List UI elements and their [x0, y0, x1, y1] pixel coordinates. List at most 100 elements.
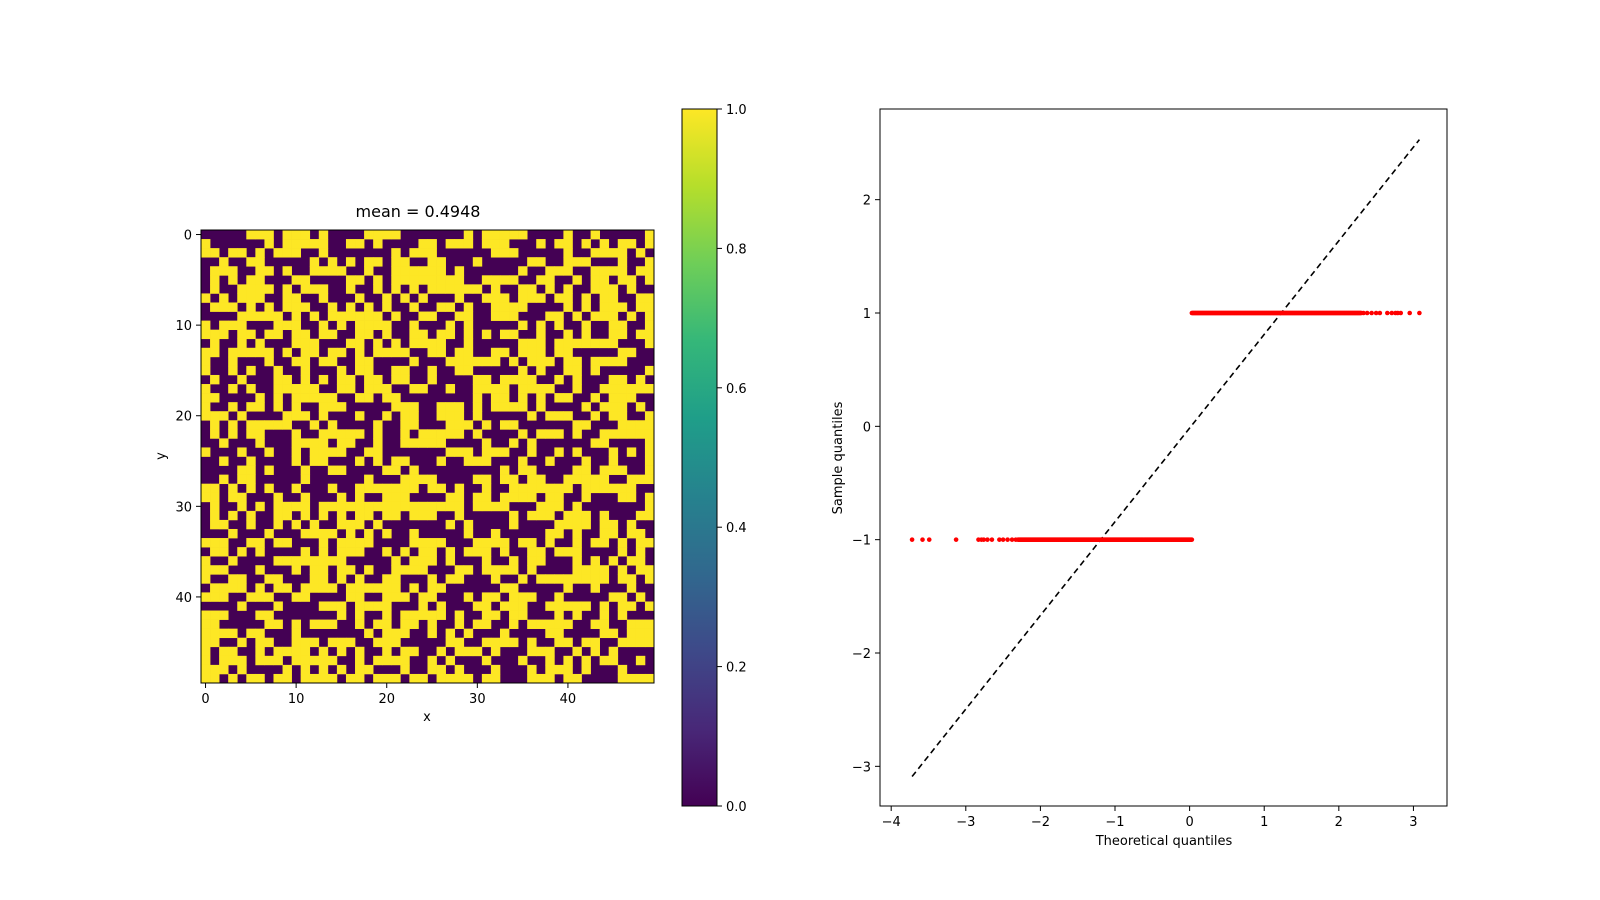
qq-y-label: Sample quantiles [831, 401, 846, 514]
heatmap-cell [499, 492, 510, 503]
heatmap-cell [273, 655, 283, 666]
heatmap-cell [382, 646, 392, 657]
heatmap-cell [309, 347, 320, 358]
heatmap-cell [599, 384, 610, 394]
heatmap-cell [309, 565, 320, 575]
heatmap-cell [608, 356, 619, 367]
heatmap-cell [382, 483, 392, 494]
heatmap-cell [481, 293, 492, 303]
heatmap-cell [635, 547, 646, 557]
heatmap-cell [463, 239, 474, 249]
heatmap-cell [554, 628, 564, 639]
heatmap-cell [581, 565, 591, 575]
heatmap-cell [617, 356, 628, 367]
heatmap-cell [554, 519, 564, 530]
heatmap-cell [454, 275, 465, 285]
heatmap-cell [282, 420, 292, 430]
heatmap-cell [527, 438, 537, 448]
heatmap-cell [246, 592, 256, 602]
heatmap-cell [509, 248, 519, 258]
heatmap-cell [309, 257, 320, 267]
heatmap-cell [536, 293, 546, 303]
heatmap-cell [635, 420, 646, 430]
heatmap-cell [572, 510, 582, 521]
heatmap-cell [563, 293, 573, 303]
heatmap-cell [599, 601, 610, 611]
heatmap-cell [391, 673, 401, 684]
qq-reference-line [911, 139, 1421, 778]
heatmap-cell [472, 619, 483, 629]
heatmap-cell [617, 420, 628, 430]
heatmap-cell [472, 456, 483, 466]
heatmap-cell [219, 411, 229, 421]
heatmap-cell [554, 338, 564, 349]
heatmap-cell [545, 646, 555, 657]
heatmap-cell [590, 583, 600, 593]
heatmap-cell [518, 429, 528, 439]
heatmap-cell [581, 474, 591, 485]
heatmap-cell [264, 266, 274, 276]
heatmap-cell [445, 447, 456, 457]
heatmap-cell [246, 293, 256, 303]
heatmap-cell [210, 565, 220, 575]
heatmap-cell [345, 592, 356, 602]
qq-point [1361, 310, 1366, 316]
heatmap-cell [309, 284, 320, 294]
heatmap-cell [219, 583, 229, 593]
heatmap-cell [246, 347, 256, 358]
heatmap-cell [309, 528, 320, 539]
heatmap-cell [409, 384, 419, 394]
heatmap-cell [527, 673, 537, 684]
heatmap-frame [200, 229, 655, 684]
heatmap-cell [201, 628, 211, 639]
heatmap-cell [400, 547, 410, 557]
heatmap-cell [644, 601, 655, 611]
heatmap-cell [590, 538, 600, 548]
heatmap-cell [391, 365, 401, 376]
heatmap-cell [273, 248, 283, 258]
heatmap-cell [364, 664, 374, 675]
colorbar: 0.0 0.2 0.4 0.6 0.8 1.0 [681, 103, 747, 815]
heatmap-cell [355, 673, 365, 684]
heatmap-cell [472, 411, 483, 421]
heatmap-cell [545, 664, 555, 675]
heatmap-cell [581, 483, 591, 494]
qq-x-tick-label: −2 [1031, 815, 1050, 830]
heatmap-cell [409, 646, 419, 657]
heatmap-cell [382, 574, 392, 584]
heatmap-cell [572, 365, 582, 376]
heatmap-cell [490, 664, 501, 675]
heatmap-cell [318, 438, 329, 448]
heatmap-cell [572, 384, 582, 394]
heatmap-cell [246, 483, 256, 494]
heatmap-cell [400, 592, 410, 602]
heatmap-cell [418, 601, 428, 611]
qq-point [1417, 310, 1422, 316]
heatmap-cell [617, 601, 628, 611]
heatmap-cell [418, 610, 428, 620]
heatmap-cell [409, 483, 419, 494]
heatmap-cell [527, 556, 537, 566]
heatmap-cell [309, 338, 320, 349]
heatmap-cell [318, 320, 329, 331]
heatmap-cell [291, 655, 302, 666]
heatmap-cell [608, 320, 619, 331]
heatmap-cell [626, 637, 637, 648]
heatmap-cell [309, 393, 320, 403]
heatmap-cell [228, 347, 238, 358]
heatmap-cell [599, 284, 610, 294]
heatmap-cell [509, 583, 519, 593]
heatmap-cell [400, 610, 410, 620]
heatmap-cell [481, 230, 492, 240]
colorbar-ticks: 0.0 0.2 0.4 0.6 0.8 1.0 [717, 103, 747, 815]
heatmap-cell [572, 519, 582, 530]
heatmap-cell [590, 393, 600, 403]
heatmap-cell [527, 592, 537, 602]
heatmap-cell [273, 646, 283, 657]
heatmap-cell [499, 565, 510, 575]
heatmap-cell [490, 239, 501, 249]
heatmap-cell [219, 519, 229, 530]
heatmap-cell [635, 402, 646, 412]
heatmap-cell [364, 356, 374, 367]
heatmap-cell [599, 474, 610, 485]
